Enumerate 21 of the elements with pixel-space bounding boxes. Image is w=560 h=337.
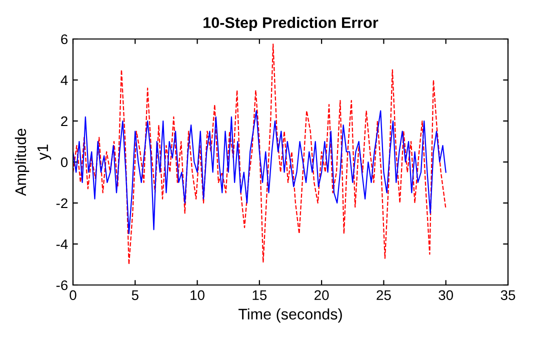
x-tick-label: 30 bbox=[438, 290, 454, 300]
y-axis-title: Amplitude bbox=[14, 128, 30, 196]
x-axis-title: Time (seconds) bbox=[238, 308, 342, 323]
x-tick-label: 10 bbox=[190, 290, 204, 300]
y-tick-label: -2 bbox=[56, 198, 68, 208]
y-tick-label: -4 bbox=[56, 239, 68, 250]
y-tick-label: 0 bbox=[60, 157, 68, 168]
x-tick-label: 35 bbox=[500, 290, 516, 300]
x-tick-label: 0 bbox=[70, 290, 76, 300]
x-tick-label: 25 bbox=[376, 290, 391, 300]
y-tick-label: 6 bbox=[61, 34, 68, 44]
line-series bbox=[73, 110, 446, 234]
x-tick-label: 15 bbox=[252, 290, 267, 300]
y-tick-label: 2 bbox=[61, 116, 68, 126]
x-tick-label: 20 bbox=[314, 290, 329, 300]
x-tick-label: 5 bbox=[132, 290, 138, 300]
y-tick-label: 4 bbox=[60, 75, 68, 86]
text: y1 bbox=[37, 144, 52, 160]
chart-title: 10-Step Prediction Error bbox=[204, 16, 378, 32]
line-series bbox=[73, 44, 446, 266]
y-tick-label: -6 bbox=[56, 280, 68, 290]
